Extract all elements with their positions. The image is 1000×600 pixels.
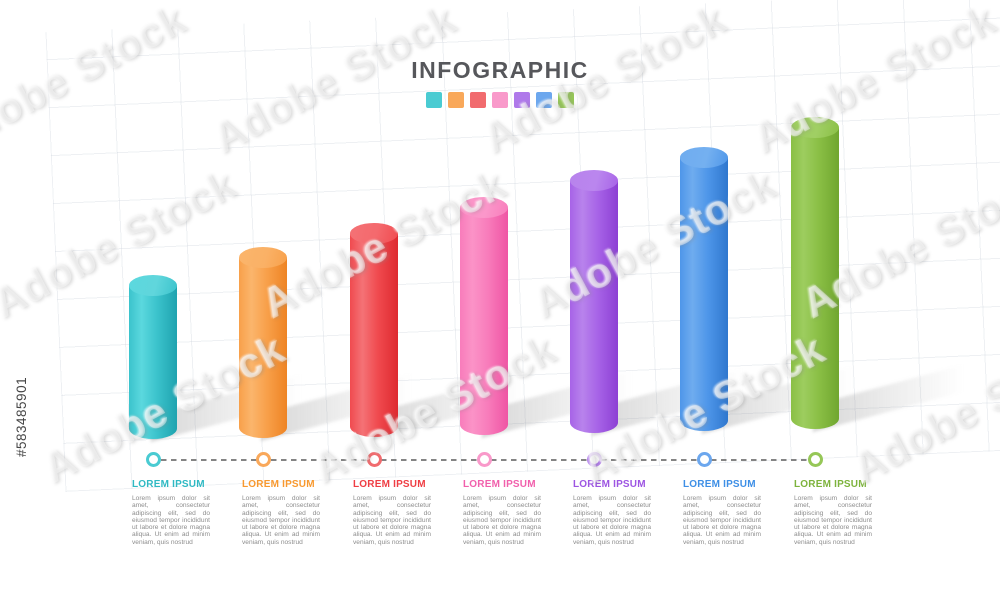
legend-swatch [514,92,530,108]
cylinder-top [680,147,728,168]
legend-swatch [536,92,552,108]
step-description: Lorem ipsum dolor sit amet, consectetur … [353,495,431,546]
step-description: Lorem ipsum dolor sit amet, consectetur … [463,495,541,546]
cylinder [129,285,177,439]
step-column: LOREM IPSUM Lorem ipsum dolor sit amet, c… [242,479,320,546]
cylinder-top [791,117,839,138]
stock-id-watermark: #583485901 [14,376,29,457]
step-title: LOREM IPSUM [132,479,205,490]
timeline-node [476,452,492,467]
step-title: LOREM IPSUM [794,479,867,490]
cylinder-top [460,197,508,218]
legend-swatch [470,92,486,108]
cylinder [791,127,839,429]
legend-swatch [448,92,464,108]
legend-swatch [492,92,508,108]
timeline-node [586,452,602,467]
step-column: LOREM IPSUM Lorem ipsum dolor sit amet, c… [353,479,431,546]
step-title: LOREM IPSUM [573,479,646,490]
step-column: LOREM IPSUM Lorem ipsum dolor sit amet, c… [573,479,651,546]
color-legend [0,92,1000,108]
step-description: Lorem ipsum dolor sit amet, consectetur … [242,495,320,546]
legend-swatch [426,92,442,108]
cylinder-top [570,170,618,191]
cylinder [570,180,618,433]
timeline-node [145,452,161,467]
step-description: Lorem ipsum dolor sit amet, consectetur … [132,495,210,546]
timeline-node [366,452,382,467]
step-title: LOREM IPSUM [683,479,756,490]
step-column: LOREM IPSUM Lorem ipsum dolor sit amet, c… [794,479,872,546]
page-title: INFOGRAPHIC [411,57,589,83]
cylinder [680,157,728,431]
step-description: Lorem ipsum dolor sit amet, consectetur … [573,495,651,546]
cylinder-top [239,247,287,268]
timeline-node [696,452,712,467]
step-title: LOREM IPSUM [353,479,426,490]
timeline-node [807,452,823,467]
step-description: Lorem ipsum dolor sit amet, consectetur … [794,495,872,546]
step-column: LOREM IPSUM Lorem ipsum dolor sit amet, c… [683,479,761,546]
step-column: LOREM IPSUM Lorem ipsum dolor sit amet, c… [463,479,541,546]
step-description: Lorem ipsum dolor sit amet, consectetur … [683,495,761,546]
timeline-node [255,452,271,467]
step-column: LOREM IPSUM Lorem ipsum dolor sit amet, c… [132,479,210,546]
cylinder [350,233,398,437]
cylinder [460,207,508,435]
cylinder-top [350,223,398,244]
cylinder [239,257,287,438]
step-title: LOREM IPSUM [242,479,315,490]
step-title: LOREM IPSUM [463,479,536,490]
legend-swatch [558,92,574,108]
cylinder-top [129,275,177,296]
